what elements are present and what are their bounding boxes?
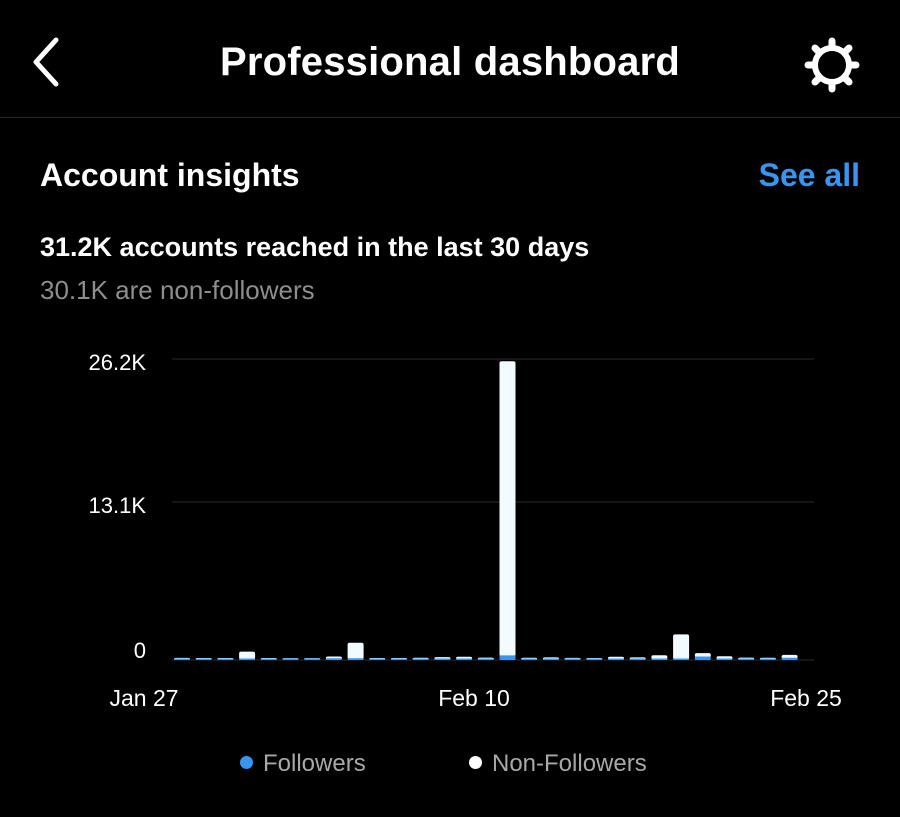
bar-followers-21 xyxy=(629,658,646,660)
x-tick-label: Feb 10 xyxy=(438,685,510,711)
bar-followers-16 xyxy=(521,658,538,660)
followers-dot-icon xyxy=(240,756,253,770)
bar-followers-2 xyxy=(217,658,234,660)
bar-non-followers-3 xyxy=(239,651,256,660)
bar-followers-19 xyxy=(586,658,603,660)
bar-followers-26 xyxy=(738,658,755,660)
bar-followers-23 xyxy=(673,658,690,660)
legend-item-followers: Followers xyxy=(240,750,366,778)
reach-bar-chart: 0 13.1K 26.2K Jan 27 Feb 10 Feb 25 xyxy=(89,350,842,711)
settings-button[interactable] xyxy=(803,36,861,94)
y-tick-label: 26.2K xyxy=(89,350,147,375)
bar-non-followers-22 xyxy=(651,655,668,660)
bar-followers-18 xyxy=(564,658,581,660)
bar-followers-6 xyxy=(304,658,321,660)
bar-non-followers-23 xyxy=(673,634,690,660)
bar-followers-17 xyxy=(542,658,559,660)
accounts-reached-text: 31.2K accounts reached in the last 30 da… xyxy=(40,232,590,262)
bar-followers-5 xyxy=(282,658,299,660)
bar-followers-24 xyxy=(694,656,711,660)
see-all-link[interactable]: See all xyxy=(758,157,860,193)
legend-item-non-followers: Non-Followers xyxy=(469,750,647,778)
page-title: Professional dashboard xyxy=(219,40,681,84)
gear-icon xyxy=(804,37,860,93)
bar-followers-14 xyxy=(477,658,494,660)
bar-followers-25 xyxy=(716,658,733,660)
bar-followers-10 xyxy=(391,658,407,660)
bar-followers-3 xyxy=(239,658,256,660)
bar-followers-20 xyxy=(608,658,624,660)
y-tick-label: 0 xyxy=(134,638,146,663)
non-followers-dot-icon xyxy=(469,756,482,770)
bar-followers-12 xyxy=(434,658,451,660)
bar-followers-27 xyxy=(759,658,776,660)
bar-followers-1 xyxy=(195,658,212,660)
bar-followers-13 xyxy=(456,658,473,660)
top-navigation-bar: Professional dashboard xyxy=(0,0,900,118)
non-followers-text: 30.1K are non-followers xyxy=(40,275,315,305)
back-button[interactable] xyxy=(28,36,68,88)
bar-followers-9 xyxy=(369,658,386,660)
bar-non-followers-24 xyxy=(694,653,711,658)
bar-non-followers-15 xyxy=(499,361,516,657)
bar-followers-4 xyxy=(260,658,277,660)
bar-followers-8 xyxy=(347,658,364,660)
chevron-left-icon xyxy=(33,37,59,87)
x-tick-label: Feb 25 xyxy=(770,685,842,711)
x-tick-label: Jan 27 xyxy=(109,685,178,711)
section-heading: Account insights xyxy=(40,157,300,193)
bar-followers-0 xyxy=(174,658,190,660)
bar-followers-7 xyxy=(325,658,342,660)
y-tick-label: 13.1K xyxy=(89,493,147,518)
bar-followers-28 xyxy=(781,657,798,660)
legend-label-followers: Followers xyxy=(263,750,366,777)
bar-followers-22 xyxy=(651,658,668,660)
bar-non-followers-8 xyxy=(347,642,364,660)
bar-followers-11 xyxy=(412,658,429,660)
bar-followers-15 xyxy=(499,655,516,660)
legend-label-non-followers: Non-Followers xyxy=(492,750,647,777)
